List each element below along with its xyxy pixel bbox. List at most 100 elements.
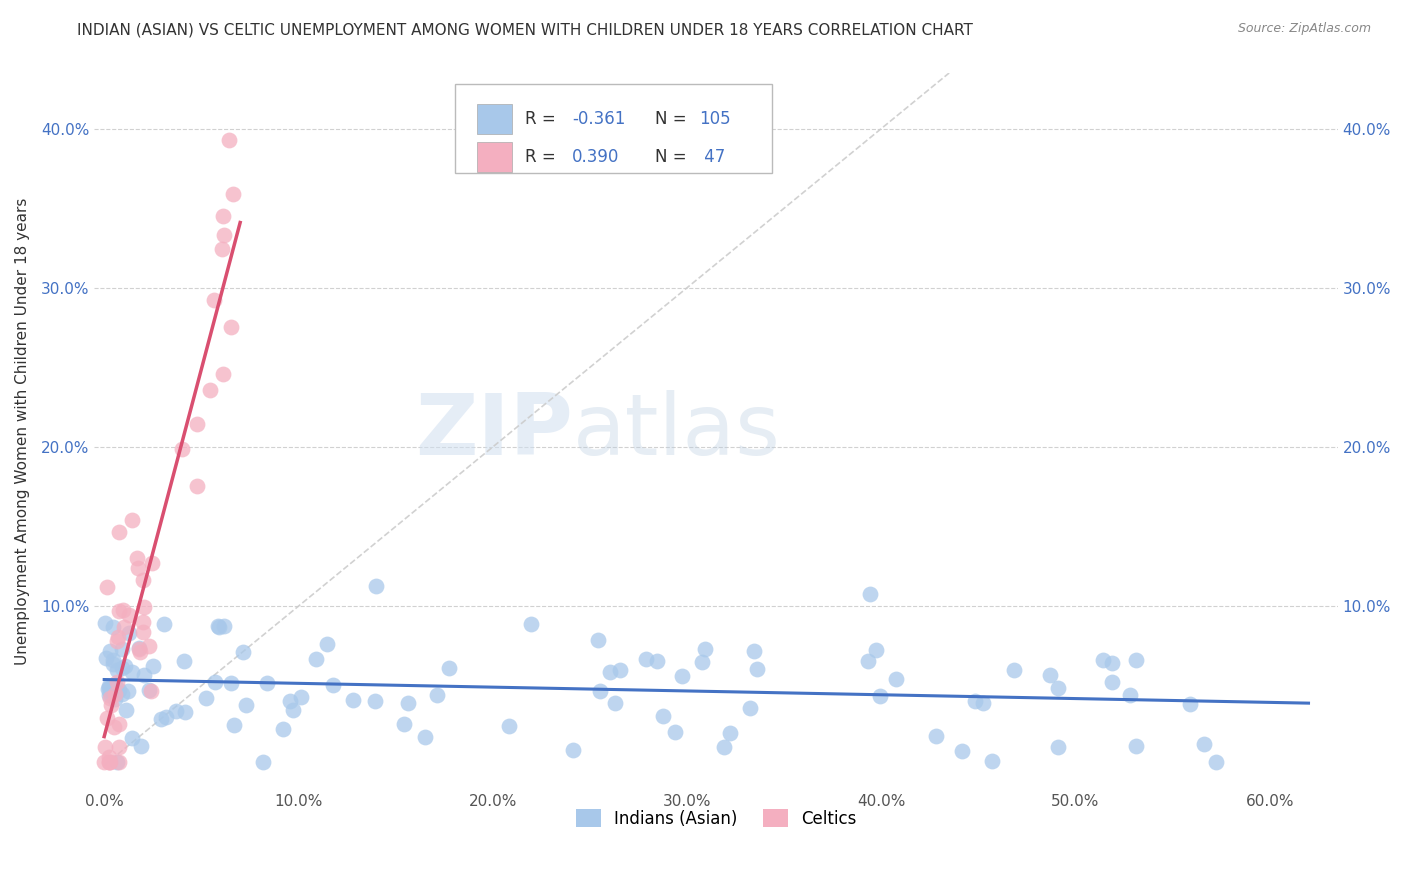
Point <box>211 210 233 224</box>
Point <box>972 696 994 710</box>
Point <box>107 631 129 645</box>
Point <box>207 618 229 632</box>
Point <box>103 721 125 735</box>
Point <box>281 703 304 717</box>
Point <box>1091 653 1114 667</box>
Point <box>97 682 120 697</box>
Point <box>142 659 165 673</box>
Point <box>118 607 141 622</box>
Point <box>865 643 887 657</box>
Point <box>562 743 585 757</box>
FancyBboxPatch shape <box>478 103 512 134</box>
Point <box>139 684 162 698</box>
Point <box>1002 663 1025 677</box>
Point <box>439 661 461 675</box>
Point <box>316 637 339 651</box>
Text: INDIAN (ASIAN) VS CELTIC UNEMPLOYMENT AMONG WOMEN WITH CHILDREN UNDER 18 YEARS C: INDIAN (ASIAN) VS CELTIC UNEMPLOYMENT AM… <box>77 22 973 37</box>
Point <box>208 619 231 633</box>
Legend: Indians (Asian), Celtics: Indians (Asian), Celtics <box>569 803 863 835</box>
Point <box>112 620 135 634</box>
Point <box>172 442 194 457</box>
Point <box>132 625 155 640</box>
Point <box>738 701 761 715</box>
Point <box>114 659 136 673</box>
Point <box>599 665 621 680</box>
Point <box>121 513 143 527</box>
Point <box>150 712 173 726</box>
Point <box>1192 737 1215 751</box>
Text: 47: 47 <box>699 148 725 166</box>
Point <box>588 632 610 647</box>
Point <box>186 479 208 493</box>
Point <box>1047 740 1070 755</box>
Point <box>138 682 160 697</box>
Point <box>322 678 344 692</box>
Point <box>218 133 240 147</box>
Point <box>342 693 364 707</box>
Point <box>609 663 631 677</box>
Point <box>141 556 163 570</box>
Text: atlas: atlas <box>574 390 782 473</box>
Point <box>97 688 120 702</box>
Point <box>645 654 668 668</box>
Point <box>108 755 131 769</box>
Point <box>173 654 195 668</box>
Point <box>671 669 693 683</box>
Point <box>155 710 177 724</box>
Point <box>111 603 134 617</box>
Point <box>219 319 242 334</box>
Point <box>856 654 879 668</box>
Point <box>884 672 907 686</box>
Text: N =: N = <box>655 148 692 166</box>
Point <box>107 663 129 677</box>
Point <box>134 600 156 615</box>
Point <box>1046 681 1069 695</box>
Point <box>273 723 295 737</box>
Point <box>305 652 328 666</box>
Point <box>98 690 121 705</box>
FancyBboxPatch shape <box>478 143 512 172</box>
Point <box>588 684 610 698</box>
Point <box>519 616 541 631</box>
Point <box>745 661 768 675</box>
Point <box>128 641 150 656</box>
Point <box>128 642 150 657</box>
Point <box>202 293 225 307</box>
Point <box>97 755 120 769</box>
Text: ZIP: ZIP <box>415 390 574 473</box>
Point <box>211 242 233 256</box>
Point <box>98 681 121 696</box>
Point <box>101 657 124 672</box>
Point <box>252 755 274 769</box>
Point <box>221 187 243 202</box>
Point <box>97 680 120 694</box>
Point <box>1101 657 1123 671</box>
Point <box>363 694 385 708</box>
Point <box>107 604 129 618</box>
Point <box>108 739 131 754</box>
Point <box>121 665 143 679</box>
Point <box>94 651 117 665</box>
Point <box>695 642 717 657</box>
Point <box>111 641 134 656</box>
Point <box>222 717 245 731</box>
Point <box>198 383 221 397</box>
Point <box>132 615 155 629</box>
Point <box>108 682 131 697</box>
Point <box>104 692 127 706</box>
Point <box>1178 698 1201 712</box>
Point <box>104 678 127 692</box>
Point <box>859 587 882 601</box>
Point <box>212 227 235 242</box>
Point <box>101 620 124 634</box>
Point <box>290 690 312 705</box>
Text: 0.390: 0.390 <box>572 148 619 166</box>
Point <box>96 580 118 594</box>
FancyBboxPatch shape <box>456 84 772 173</box>
Point <box>652 708 675 723</box>
Point <box>1101 674 1123 689</box>
Point <box>127 561 149 575</box>
Point <box>93 740 115 755</box>
Point <box>100 698 122 712</box>
Point <box>1205 755 1227 769</box>
